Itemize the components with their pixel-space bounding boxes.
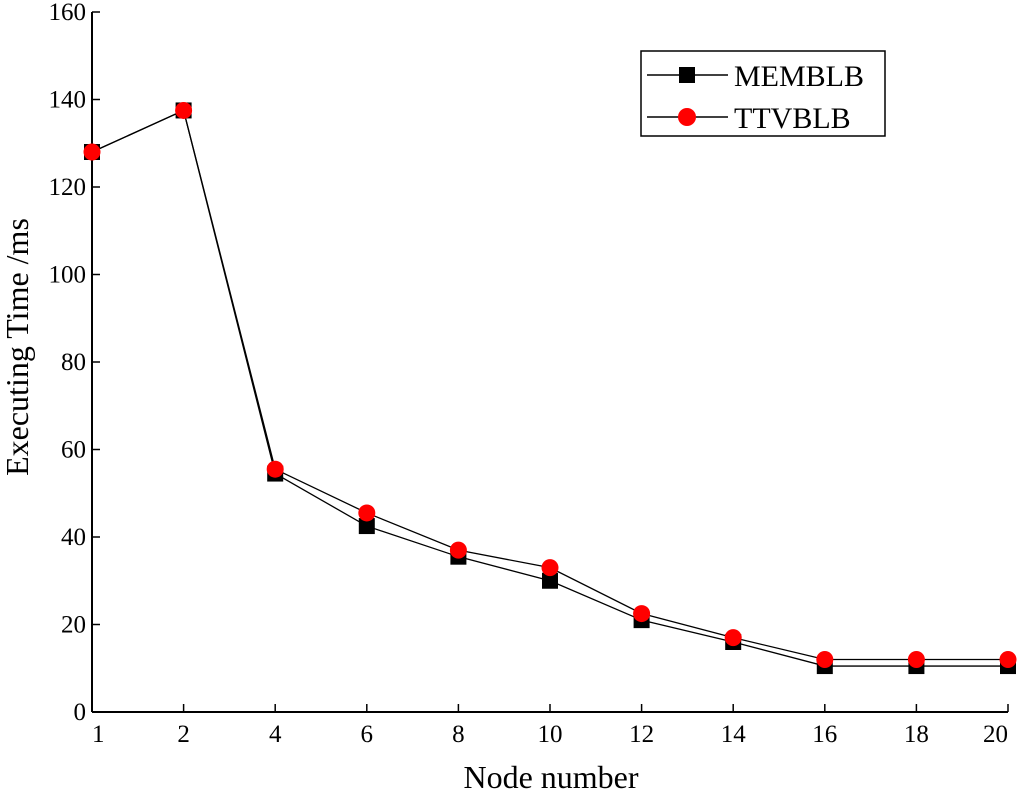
x-tick-label: 1	[92, 721, 105, 748]
y-tick-label: 40	[61, 524, 86, 551]
data-point-ttvblb	[358, 504, 376, 522]
legend-label-memblb: MEMBLB	[734, 60, 864, 93]
data-point-ttvblb	[175, 101, 193, 119]
series-layer	[83, 101, 1017, 675]
y-tick-label: 20	[61, 612, 86, 639]
y-tick-label: 0	[74, 699, 87, 726]
x-axis-ticks: 1 2 4 6 8 10 12 14 16 18 20	[91, 704, 1009, 748]
y-tick-label: 100	[49, 262, 87, 289]
x-tick-label: 6	[361, 721, 374, 748]
data-point-ttvblb	[816, 651, 834, 668]
legend: MEMBLB TTVBLB	[640, 50, 886, 137]
data-point-ttvblb	[541, 559, 559, 577]
y-axis-ticks: 0 20 40 60 80 100 120 140 160	[49, 0, 100, 726]
x-tick-label: 2	[177, 721, 190, 748]
legend-label-ttvblb: TTVBLB	[734, 102, 851, 135]
x-axis-title: Node number	[463, 759, 638, 795]
y-tick-label: 140	[49, 87, 87, 114]
data-point-ttvblb	[999, 651, 1017, 668]
data-point-ttvblb	[724, 629, 742, 647]
x-tick-label: 16	[812, 721, 837, 748]
x-tick-label: 20	[983, 721, 1008, 748]
y-tick-label: 80	[61, 349, 86, 376]
legend-marker-ttvblb	[678, 108, 696, 126]
legend-marker-memblb	[679, 67, 695, 83]
data-point-memblb	[542, 572, 558, 589]
x-tick-label: 12	[629, 721, 654, 748]
y-tick-label: 60	[61, 437, 86, 464]
x-tick-label: 10	[538, 721, 563, 748]
data-point-ttvblb	[633, 605, 651, 623]
x-tick-label: 14	[721, 721, 747, 748]
data-point-ttvblb	[266, 460, 284, 478]
y-tick-label: 160	[49, 0, 87, 26]
y-axis-title: Executing Time /ms	[0, 218, 35, 476]
y-tick-label: 120	[49, 174, 87, 201]
x-tick-label: 4	[269, 721, 282, 748]
data-point-ttvblb	[449, 541, 467, 559]
data-point-memblb	[358, 518, 375, 535]
data-point-ttvblb	[83, 143, 101, 161]
x-tick-label: 8	[452, 721, 465, 748]
x-tick-label: 18	[904, 721, 929, 748]
data-point-ttvblb	[907, 651, 925, 668]
